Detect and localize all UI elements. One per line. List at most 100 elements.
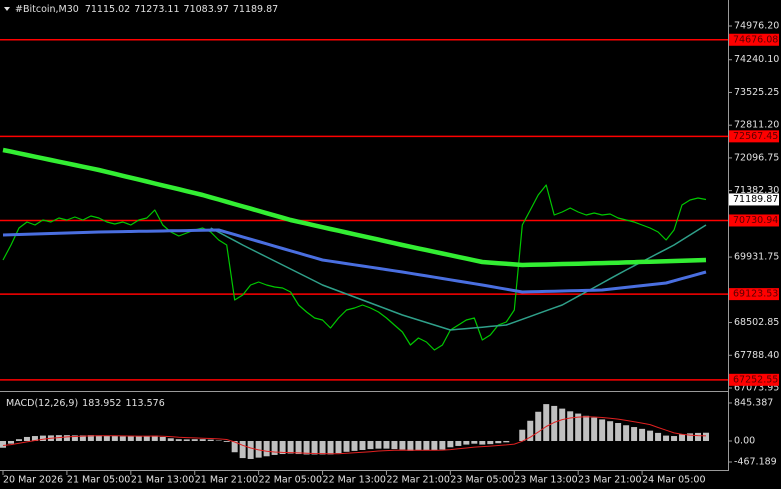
- menu-arrow[interactable]: [4, 7, 10, 11]
- histogram-bar: [79, 435, 86, 441]
- y-tick-label: 67073.95: [734, 383, 779, 394]
- histogram-bar: [687, 433, 694, 441]
- histogram-bar: [607, 421, 614, 441]
- histogram-bar: [0, 440, 6, 448]
- histogram-bar: [15, 439, 22, 441]
- histogram-bar: [455, 440, 462, 446]
- level-label: 70730.94: [733, 215, 778, 226]
- histogram-bar: [119, 436, 126, 441]
- histogram-bar: [439, 440, 446, 450]
- histogram-bar: [471, 440, 478, 444]
- histogram-bar: [423, 440, 430, 450]
- x-tick-label: 20 Mar 2026: [3, 475, 63, 486]
- histogram-bar: [575, 413, 582, 441]
- x-tick-label: 23 Mar 05:00: [450, 475, 513, 486]
- histogram-bar: [695, 432, 702, 441]
- histogram-bar: [319, 440, 326, 455]
- close: 71189.87: [233, 4, 278, 15]
- macd-title: MACD(12,26,9): [6, 398, 78, 409]
- histogram-bar: [39, 435, 46, 441]
- histogram-bar: [567, 411, 574, 441]
- histogram-bar: [271, 440, 278, 455]
- series-line: [2, 147, 707, 268]
- histogram-bar: [431, 440, 438, 451]
- level-label-box: [729, 33, 779, 46]
- current-price-label: 71189.87: [733, 194, 778, 205]
- y-tick-label: 73525.25: [734, 87, 779, 98]
- histogram-bar: [655, 432, 662, 441]
- level-label-box: [729, 288, 779, 301]
- histogram-bar: [255, 440, 262, 458]
- histogram-bar: [247, 440, 254, 459]
- y-tick-label: 0.00: [734, 435, 755, 446]
- histogram-bar: [103, 435, 110, 441]
- histogram-bar: [287, 440, 294, 454]
- histogram-bar: [31, 436, 38, 441]
- macd-header: MACD(12,26,9) 183.952 113.576: [6, 398, 165, 409]
- x-tick-label: 22 Mar 05:00: [259, 475, 322, 486]
- histogram-bar: [391, 440, 398, 450]
- histogram-bar: [367, 440, 374, 450]
- histogram-bar: [663, 435, 670, 441]
- header: #Bitcoin,M30 71115.02 71273.11 71083.97 7118…: [15, 4, 278, 15]
- histogram-bar: [351, 440, 358, 451]
- low: 71083.97: [184, 4, 229, 15]
- histogram-bar: [551, 405, 558, 441]
- histogram-bar: [599, 419, 606, 441]
- histogram-bar: [159, 436, 166, 441]
- histogram-bar: [151, 435, 158, 441]
- histogram-bar: [23, 436, 30, 441]
- level-label-box: [729, 373, 779, 386]
- series-line: [2, 184, 707, 351]
- histogram-bar: [591, 417, 598, 441]
- histogram-bar: [671, 436, 678, 441]
- histogram-bar: [127, 436, 134, 441]
- x-tick-label: 23 Mar 21:00: [578, 475, 641, 486]
- histogram-bar: [639, 428, 646, 441]
- histogram-bar: [223, 440, 230, 442]
- histogram-bar: [63, 435, 70, 441]
- histogram-bar: [495, 440, 502, 444]
- histogram-bar: [583, 415, 590, 441]
- histogram-bar: [343, 440, 350, 452]
- histogram-bar: [519, 429, 526, 441]
- histogram-bar: [71, 435, 78, 441]
- y-tick-label: 67788.40: [734, 350, 779, 361]
- histogram-bar: [183, 439, 190, 441]
- series-line: [2, 228, 707, 294]
- histogram-bar: [679, 434, 686, 441]
- y-tick-label: 69931.75: [734, 252, 779, 263]
- histogram-bar: [383, 440, 390, 449]
- histogram-bar: [503, 440, 510, 443]
- histogram-bar: [303, 440, 310, 455]
- histogram-bar: [615, 423, 622, 441]
- histogram-bar: [415, 440, 422, 451]
- x-tick-label: 21 Mar 13:00: [131, 475, 194, 486]
- histogram-bar: [199, 439, 206, 441]
- histogram-bar: [167, 438, 174, 441]
- y-tick-label: 74240.10: [734, 54, 779, 65]
- signal-value: 113.576: [125, 398, 164, 409]
- symbol-title: #Bitcoin,M30: [15, 4, 79, 15]
- histogram-bar: [143, 436, 150, 441]
- histogram-bar: [231, 440, 238, 453]
- y-tick-label: 68502.85: [734, 317, 779, 328]
- high: 71273.11: [134, 4, 179, 15]
- histogram-bar: [463, 440, 470, 445]
- level-label: 69123.53: [733, 289, 778, 300]
- level-label-box: [729, 214, 779, 227]
- histogram-bar: [535, 411, 542, 441]
- level-label: 67252.55: [733, 374, 778, 385]
- level-label: 74676.08: [733, 34, 778, 45]
- histogram-bar: [239, 440, 246, 459]
- histogram-bar: [191, 439, 198, 441]
- histogram-bar: [703, 432, 709, 441]
- open: 71115.02: [85, 4, 130, 15]
- x-tick-label: 22 Mar 21:00: [386, 475, 449, 486]
- x-tick-label: 22 Mar 13:00: [323, 475, 386, 486]
- histogram-bar: [479, 440, 486, 445]
- level-label-box: [729, 130, 779, 143]
- histogram-bar: [263, 440, 270, 457]
- histogram-bar: [175, 439, 182, 441]
